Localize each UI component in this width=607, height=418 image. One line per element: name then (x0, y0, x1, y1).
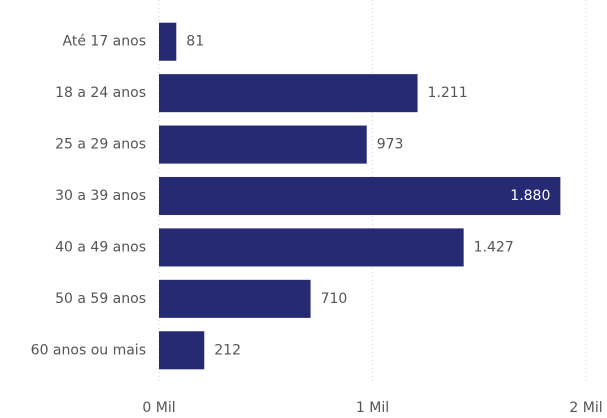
y-tick-label: 30 a 39 anos (55, 188, 146, 204)
data-label: 1.211 (428, 85, 468, 101)
x-tick-label: 0 Mil (142, 400, 175, 416)
y-tick-label: 60 anos ou mais (31, 342, 146, 358)
data-label: 710 (321, 291, 348, 307)
data-label: 1.427 (474, 239, 514, 255)
bar (159, 279, 311, 318)
y-tick-label: 50 a 59 anos (55, 291, 146, 307)
y-tick-label: 25 a 29 anos (55, 137, 146, 153)
data-label: 81 (186, 34, 204, 50)
y-tick-label: 40 a 49 anos (55, 239, 146, 255)
bar (159, 125, 367, 164)
bar (159, 22, 177, 61)
bar (159, 74, 418, 113)
y-tick-label: 18 a 24 anos (55, 85, 146, 101)
y-tick-label: Até 17 anos (63, 34, 146, 50)
data-label: 973 (377, 137, 404, 153)
data-label: 212 (214, 342, 241, 358)
x-tick-label: 1 Mil (356, 400, 389, 416)
bar (159, 176, 561, 216)
bar (159, 228, 464, 267)
data-label: 1.880 (510, 188, 550, 204)
bar (159, 331, 205, 370)
x-tick-label: 2 Mil (569, 400, 602, 416)
